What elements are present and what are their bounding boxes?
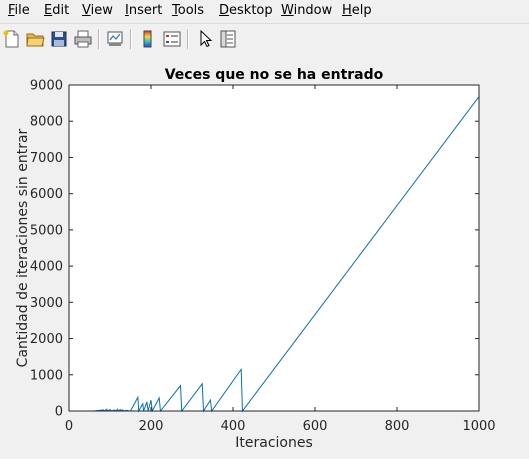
menu-label-rest: esktop (229, 3, 273, 18)
toolbar-separator (130, 29, 132, 49)
y-axis-label: Cantidad de iteraciones sin entrar (15, 128, 31, 367)
y-tick-label: 8000 (30, 115, 63, 130)
menu-window[interactable]: Window (281, 3, 332, 19)
menu-tools[interactable]: Tools (172, 3, 204, 19)
menu-label-rest: ile (14, 3, 30, 18)
x-axis-label: Iteraciones (235, 435, 313, 451)
menu-mnemonic: I (125, 3, 129, 18)
plot-area (69, 85, 479, 411)
menu-mnemonic: D (219, 3, 230, 18)
y-tick-label: 1000 (30, 368, 63, 383)
open-file-icon[interactable] (25, 29, 45, 49)
colorbar-icon[interactable] (138, 29, 158, 49)
toolbar-separator (98, 29, 100, 49)
new-figure-icon[interactable] (2, 29, 22, 49)
y-tick-label: 6000 (30, 187, 63, 202)
menu-mnemonic: H (342, 3, 352, 18)
y-tick-label: 3000 (30, 296, 63, 311)
menu-label-rest: elp (351, 3, 372, 18)
menu-view[interactable]: View (82, 3, 113, 19)
x-tick-label: 0 (65, 419, 73, 434)
menu-mnemonic: V (82, 3, 91, 18)
series-line (69, 96, 480, 413)
link-plot-icon[interactable] (105, 29, 125, 49)
menu-file[interactable]: File (8, 3, 30, 19)
x-tick-label: 400 (221, 419, 246, 434)
menu-label-rest: ools (177, 3, 205, 18)
y-tick-label: 7000 (30, 151, 63, 166)
menu-mnemonic: F (8, 3, 15, 18)
legend-icon[interactable] (162, 29, 182, 49)
menu-label-rest: iew (90, 3, 113, 18)
menu-mnemonic: W (281, 3, 294, 18)
y-tick-label: 4000 (30, 260, 63, 275)
figure-canvas: 0 200 400 600 800 1000 0 1000 2000 3000 4000 5000 60… (0, 55, 529, 455)
menu-edit[interactable]: Edit (44, 3, 69, 19)
line-chart: 0 200 400 600 800 1000 0 1000 2000 3000 4000 5000 60… (15, 67, 496, 451)
x-tick-label: 200 (139, 419, 164, 434)
menu-bar: File Edit View Insert Tools Desktop Window Help (0, 0, 529, 22)
figure-toolbar (0, 23, 529, 56)
edit-plot-arrow-icon[interactable] (195, 29, 215, 49)
toolbar-separator (187, 29, 189, 49)
save-icon[interactable] (49, 29, 69, 49)
menu-mnemonic: T (172, 3, 178, 18)
menu-help[interactable]: Help (342, 3, 372, 19)
menu-desktop[interactable]: Desktop (219, 3, 273, 19)
menu-label-rest: indow (293, 3, 333, 18)
x-tick-label: 1000 (462, 419, 495, 434)
chart-title: Veces que no se ha entrado (165, 67, 384, 83)
menu-insert[interactable]: Insert (125, 3, 162, 19)
print-icon[interactable] (73, 29, 93, 49)
menu-label-rest: dit (52, 3, 70, 18)
menu-mnemonic: E (44, 3, 53, 18)
property-inspector-icon[interactable] (218, 29, 238, 49)
y-tick-label: 9000 (30, 79, 63, 94)
x-tick-label: 800 (385, 419, 410, 434)
y-tick-label: 2000 (30, 332, 63, 347)
x-tick-label: 600 (303, 419, 328, 434)
axes-box (68, 84, 480, 412)
y-tick-label: 5000 (30, 223, 63, 238)
y-tick-label: 0 (55, 405, 63, 420)
menu-label-rest: nsert (128, 3, 163, 18)
